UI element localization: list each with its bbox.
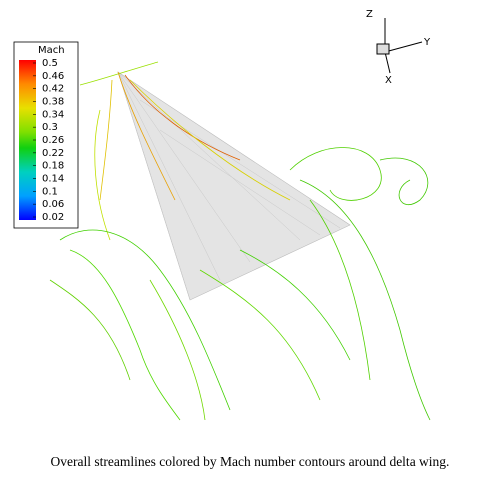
wing-mesh: [117, 71, 351, 301]
axis-x: X: [385, 75, 392, 86]
colorbar-tick-label: 0.06: [42, 199, 64, 210]
colorbar-tick-label: 0.42: [42, 84, 64, 95]
colorbar-tick-label: 0.22: [42, 148, 64, 159]
colorbar-tick-label: 0.26: [42, 135, 64, 146]
colorbar-tick-label: 0.5: [42, 58, 58, 69]
streamlines: [49, 61, 431, 421]
colorbar-tick-label: 0.38: [42, 97, 64, 108]
colorbar-tick-label: 0.14: [42, 174, 64, 185]
colorbar-tick-label: 0.1: [42, 186, 58, 197]
axes-triad: [376, 18, 423, 74]
colorbar-ticks: 0.50.460.420.380.340.30.260.220.180.140.…: [33, 58, 64, 223]
colorbar-tick-label: 0.02: [42, 212, 64, 223]
colorbar-tick-label: 0.34: [42, 109, 64, 120]
colorbar: [19, 60, 36, 220]
caption: Overall streamlines colored by Mach numb…: [51, 454, 450, 469]
legend-title: Mach: [38, 45, 65, 56]
colorbar-tick-label: 0.3: [42, 122, 58, 133]
colorbar-tick-label: 0.18: [42, 161, 64, 172]
colorbar-tick-label: 0.46: [42, 71, 64, 82]
axis-z: Z: [366, 9, 373, 20]
axis-y: Y: [423, 37, 431, 48]
